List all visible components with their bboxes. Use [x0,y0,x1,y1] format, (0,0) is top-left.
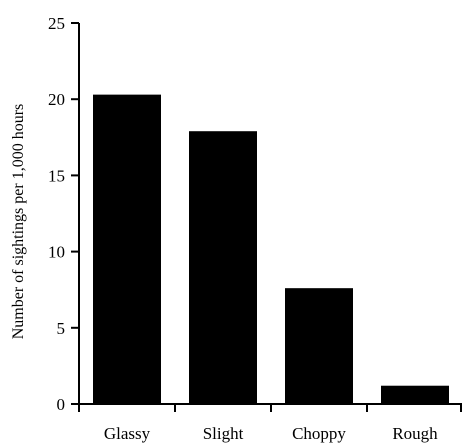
y-tick-label: 0 [57,395,66,414]
bar-choppy [285,288,353,404]
y-tick-label: 15 [48,166,65,185]
x-category-label: Rough [392,424,438,443]
y-tick-label: 25 [48,14,65,33]
y-tick-label: 10 [48,243,65,262]
x-category-label: Slight [203,424,244,443]
x-category-label: Choppy [292,424,346,443]
y-tick-label: 5 [57,319,66,338]
bar-glassy [93,94,161,405]
y-tick-label: 20 [48,90,65,109]
y-ticks-group: 0 5 10 15 20 25 [48,14,79,414]
bar-slight [189,131,257,405]
bar-rough [381,385,449,404]
bars-group [93,94,449,405]
x-ticks-group [78,404,462,412]
category-labels-group: Glassy Slight Choppy Rough [104,424,438,443]
y-axis-title: Number of sightings per 1,000 hours [10,104,27,340]
x-category-label: Glassy [104,424,151,443]
